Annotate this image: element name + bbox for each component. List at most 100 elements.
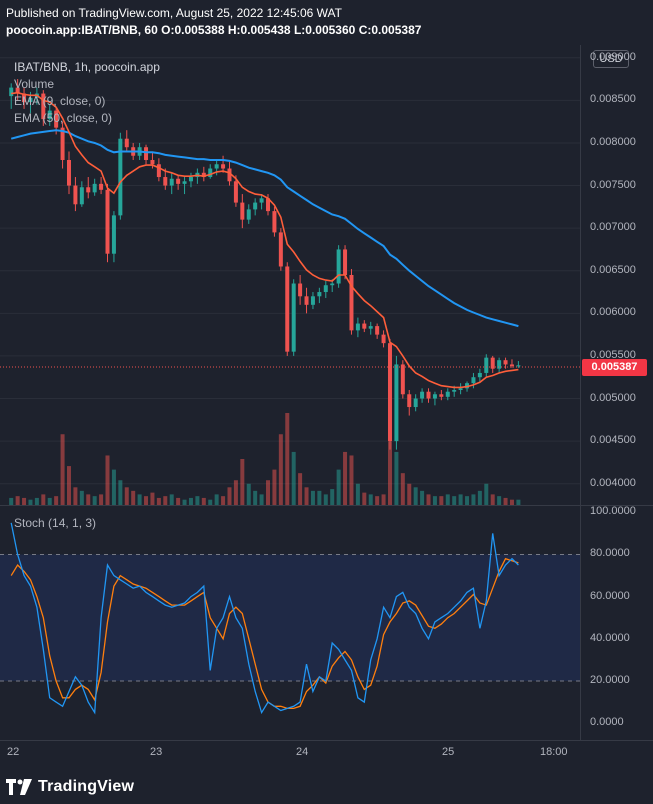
volume-bar [86,494,91,505]
volume-bar [445,494,450,505]
candle [497,357,502,373]
ohlc-open: 0.005388 [174,23,225,37]
candle [439,390,444,401]
volume-bar [208,499,213,505]
time-tick-label: 18:00 [540,746,568,758]
volume-bar [182,499,187,505]
price-tick-label: 0.004500 [590,434,636,447]
candle [375,323,380,339]
symbol-ohlc-line: poocoin.app:IBAT/BNB, 60 O:0.005388 H:0.… [6,23,421,37]
candle [298,275,303,305]
volume-bar [34,497,39,505]
candle [394,355,399,450]
candle [92,178,97,196]
volume-bar [272,469,277,505]
tradingview-logo-icon [6,779,32,795]
candle [246,204,251,224]
volume-bar [66,466,71,505]
candle [221,155,226,173]
volume-bar [47,497,52,505]
volume-bar [349,455,354,505]
volume-bar [73,487,78,505]
candle [503,357,508,369]
volume-bar [169,494,174,505]
price-tick-label: 0.009000 [590,50,636,63]
candle [445,388,450,401]
ema9-line [11,91,519,389]
volume-bar [201,497,206,505]
time-tick-label: 23 [150,746,163,758]
candle [73,177,78,212]
legend-title: IBAT/BNB, 1h, poocoin.app [14,60,160,74]
price-tick-label: 0.007500 [590,178,636,191]
candle [285,262,290,356]
volume-bar [150,492,155,505]
stoch-tick-label: 60.0000 [590,589,630,602]
candle [60,121,65,169]
volume-bar [336,469,341,505]
candle [387,338,392,450]
candle [477,368,482,382]
volume-bar [163,496,168,505]
volume-bar [188,497,193,505]
candle [240,194,245,229]
volume-bar [79,490,84,505]
volume-bar [105,455,110,505]
footer-brand: TradingView [38,778,135,795]
volume-bar [362,492,367,505]
volume-bar [516,499,521,505]
candle [118,132,123,220]
candle [182,177,187,195]
candle [484,354,489,378]
candle [259,194,264,210]
candle [349,269,354,335]
legend-ema50: EMA (50, close, 0) [14,111,113,125]
candle [471,372,476,389]
volume-bar [131,490,136,505]
volume-bar [28,499,33,505]
currency-button[interactable]: USD [593,50,629,68]
candle [304,287,309,314]
ohlc-low: 0.005360 [305,23,356,37]
volume-bar [310,490,315,505]
volume-bars [9,413,521,505]
candle [278,228,283,271]
volume-bar [323,494,328,505]
last-price-tag: 0.005387 [582,359,647,376]
volume-bar [375,496,380,505]
volume-bar [503,497,508,505]
price-tick-label: 0.005000 [590,391,636,404]
candle [458,383,463,395]
candle [355,317,360,338]
candle [368,321,373,335]
volume-bar [118,480,123,505]
volume-bar [285,413,290,505]
volume-bar [99,494,104,505]
candle [66,151,71,195]
candle [317,287,322,304]
candle [381,330,386,348]
volume-bar [60,434,65,505]
volume-bar [124,487,129,505]
candle [509,359,514,368]
candle [291,279,296,356]
volume-bar [368,494,373,505]
ohlc-high-label: H: [227,23,241,37]
volume-bar [92,496,97,505]
ohlc-close: 0.005387 [371,23,422,37]
volume-bar [253,490,258,505]
volume-bar [278,434,283,505]
candle [272,206,277,237]
stoch-k-line [10,522,519,715]
candle [323,280,328,298]
volume-bar [221,496,226,505]
volume-bar [298,473,303,505]
candle [188,172,193,188]
price-tick-label: 0.006500 [590,263,636,276]
volume-bar [233,480,238,505]
stoch-tick-label: 0.0000 [590,716,624,729]
candle [490,355,495,373]
candle [407,390,412,416]
volume-bar [400,473,405,505]
